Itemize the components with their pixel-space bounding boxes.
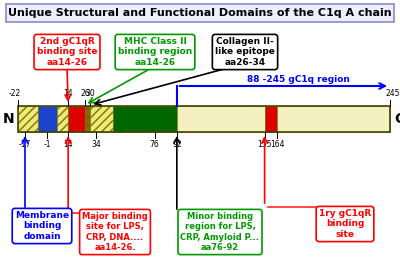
Text: 2nd gC1qR
binding site
aa14-26: 2nd gC1qR binding site aa14-26 [37, 37, 97, 67]
Text: C: C [394, 112, 400, 126]
Bar [277, 106, 390, 132]
Text: Membrane
binding
domain: Membrane binding domain [15, 211, 69, 241]
Bar [68, 106, 85, 132]
Bar [85, 106, 90, 132]
Text: 245: 245 [386, 89, 400, 98]
Bar [265, 106, 277, 132]
FancyBboxPatch shape [6, 4, 394, 22]
Bar [57, 106, 68, 132]
Text: 88 -245 gC1q region: 88 -245 gC1q region [247, 75, 350, 84]
Text: Major binding
site for LPS,
CRP, DNA....
aa14-26.: Major binding site for LPS, CRP, DNA....… [82, 212, 148, 252]
Text: Unique Structural and Functional Domains of the C1q A chain: Unique Structural and Functional Domains… [8, 8, 392, 18]
Text: -17: -17 [19, 140, 31, 149]
Bar [18, 106, 390, 132]
Bar [177, 106, 265, 132]
Text: 155: 155 [257, 140, 272, 149]
Text: 14: 14 [63, 89, 73, 98]
Text: -1: -1 [44, 140, 51, 149]
Text: Minor binding
region for LPS,
CRP, Amyloid P...
aa76-92: Minor binding region for LPS, CRP, Amylo… [180, 212, 260, 252]
Bar [90, 106, 113, 132]
Text: 1ry gC1qR
binding
site: 1ry gC1qR binding site [319, 209, 371, 239]
Text: 164: 164 [270, 140, 284, 149]
Text: 92: 92 [172, 140, 182, 149]
Text: N: N [2, 112, 14, 126]
Bar [38, 106, 57, 132]
Text: Collagen II-
like epitope
aa26-34: Collagen II- like epitope aa26-34 [215, 37, 275, 67]
Text: 14: 14 [63, 140, 73, 149]
Text: -22: -22 [9, 89, 21, 98]
Text: 30: 30 [86, 89, 95, 98]
Bar [113, 106, 177, 132]
Text: MHC Class II
binding region
aa14-26: MHC Class II binding region aa14-26 [118, 37, 192, 67]
Text: 76: 76 [150, 140, 160, 149]
Text: 34: 34 [91, 140, 101, 149]
Text: 26: 26 [80, 89, 90, 98]
Bar [18, 106, 38, 132]
